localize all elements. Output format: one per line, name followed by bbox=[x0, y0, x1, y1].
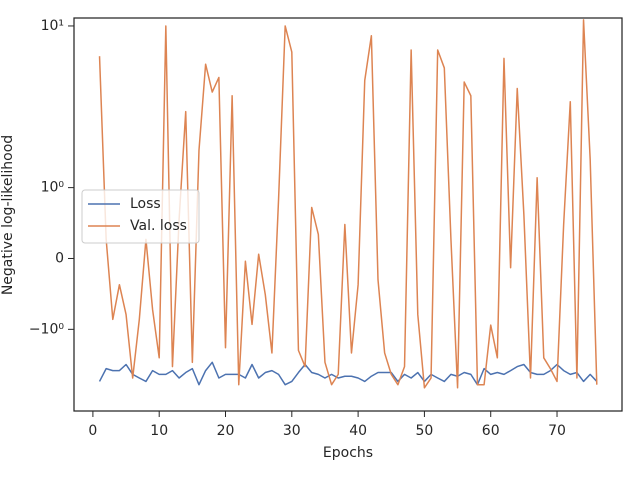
x-tick-label: 50 bbox=[416, 423, 434, 439]
y-tick-label: 10¹ bbox=[41, 18, 64, 34]
legend-label: Val. loss bbox=[130, 218, 187, 234]
series-line bbox=[98, 361, 598, 386]
x-tick-label: 30 bbox=[283, 423, 301, 439]
axes-frame bbox=[73, 17, 623, 412]
x-tick-label: 70 bbox=[548, 423, 566, 439]
y-axis-label: Negative log-likelihood bbox=[0, 135, 16, 295]
y-tick-label: −10⁰ bbox=[29, 321, 65, 337]
x-tick-label: 40 bbox=[349, 423, 367, 439]
series-line bbox=[98, 19, 598, 389]
x-tick-label: 20 bbox=[217, 423, 235, 439]
x-tick-label: 10 bbox=[150, 423, 168, 439]
x-tick-label: 0 bbox=[88, 423, 97, 439]
x-axis-label: Epochs bbox=[323, 445, 373, 461]
y-tick-label: 0 bbox=[55, 250, 64, 266]
x-tick-label: 60 bbox=[482, 423, 500, 439]
legend-label: Loss bbox=[130, 196, 161, 212]
y-tick-label: 10⁰ bbox=[41, 180, 65, 196]
